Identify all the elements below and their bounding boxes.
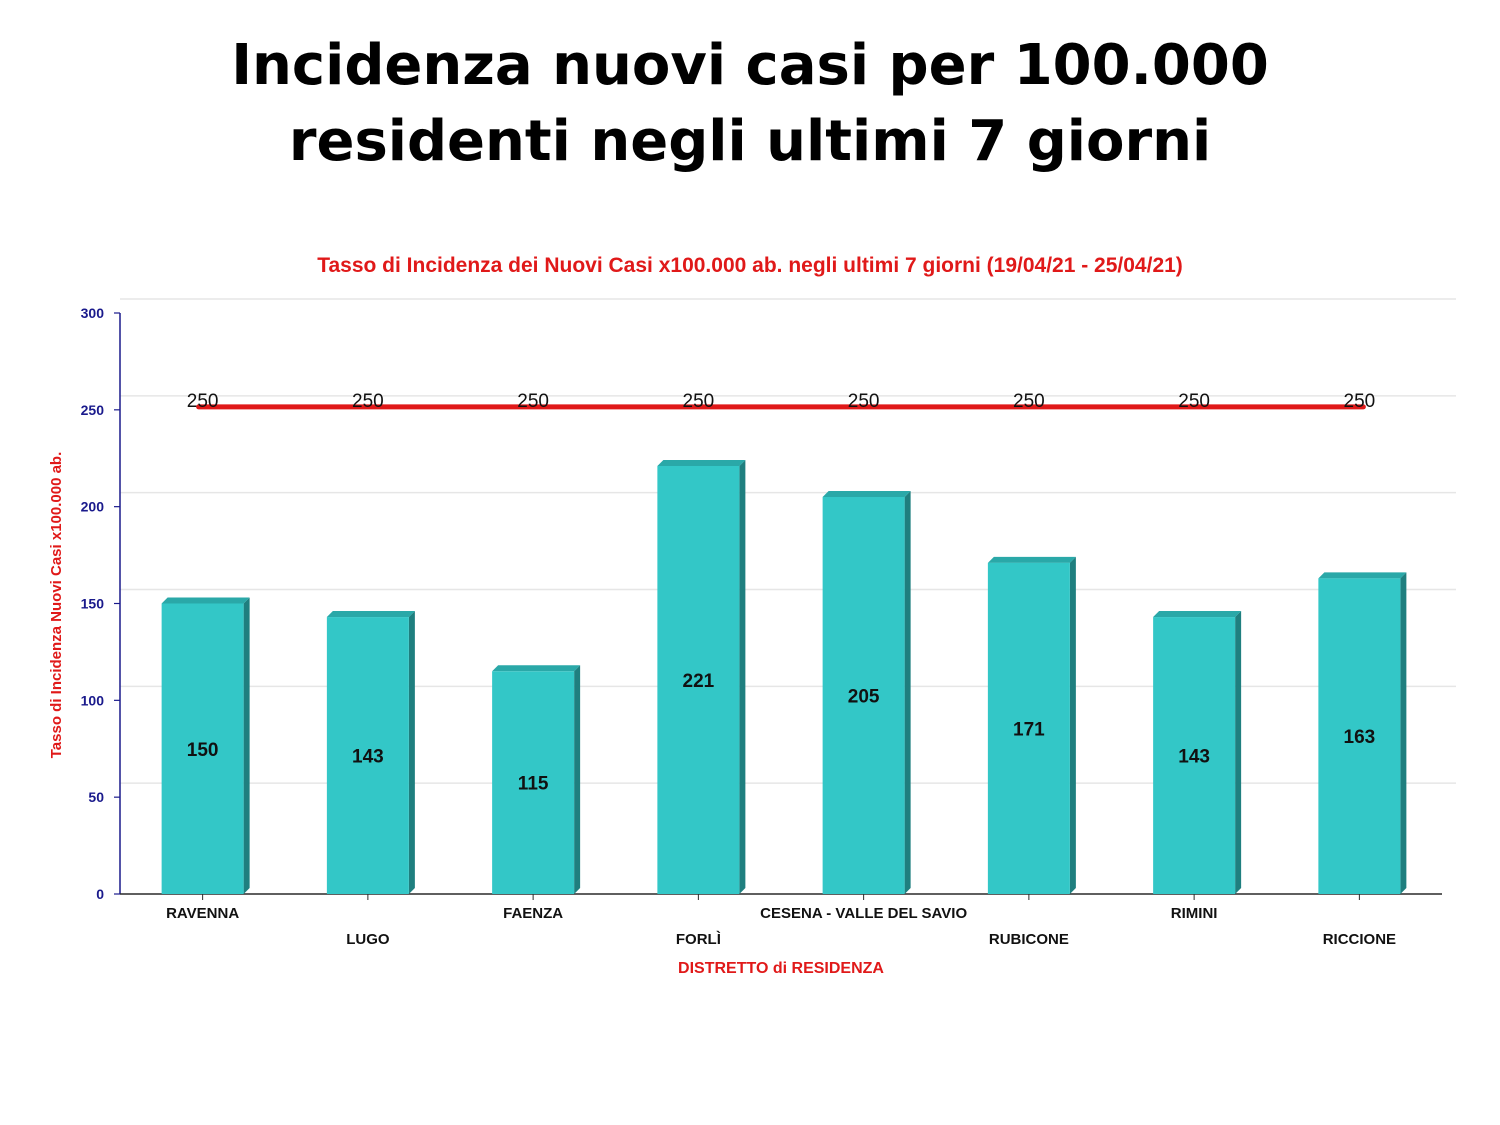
reference-line-label: 250 [352,391,384,412]
bar [326,611,415,894]
y-tick-label: 200 [81,499,105,515]
category-label: RIMINI [1171,905,1218,922]
bar-front [1318,578,1401,894]
bar-top [326,611,415,618]
bar-side [1400,572,1407,894]
reference-line-label: 250 [517,391,549,412]
bar-value-label: 171 [1013,719,1045,740]
bar [987,556,1076,894]
reference-line-label: 250 [1178,391,1210,412]
category-label: FAENZA [503,905,563,922]
bar-value-label: 143 [352,747,384,768]
bar-front [326,617,409,894]
bar-front [822,496,905,894]
bar-side [243,597,250,894]
bar-side [904,490,911,894]
y-tick-label: 50 [88,789,104,805]
bars [161,459,1407,894]
bar-value-label: 163 [1344,727,1376,748]
chart-title: Tasso di Incidenza dei Nuovi Casi x100.0… [317,254,1183,277]
x-axis-title: DISTRETTO di RESIDENZA [678,960,884,977]
labels: 0 50 100 150 200 250 300 150 RAVENNA 143 LUGO 115 FA… [81,305,1396,948]
reference-line-label: 250 [1344,391,1376,412]
bar-top [987,556,1076,563]
bar-value-label: 150 [187,740,219,761]
bar-side [408,611,415,894]
bar-value-label: 143 [1178,747,1210,768]
bar-value-label: 221 [683,671,715,692]
bar [1153,611,1242,894]
bar [161,597,250,894]
bar-front [987,562,1070,894]
bar [657,459,746,894]
y-axis-title: Tasso di Incidenza Nuovi Casi x100.000 a… [48,452,65,759]
slide-title-line-2: residenti negli ultimi 7 giorni [288,109,1212,174]
y-tick-label: 250 [81,402,105,418]
axes [114,312,1442,900]
y-tick-label: 0 [96,886,104,902]
bar-side [1235,611,1242,894]
y-tick-label: 300 [81,305,105,321]
bar [1318,572,1407,894]
reference-line-label: 250 [848,391,880,412]
y-tick-label: 100 [81,692,105,708]
gridlines [120,298,1456,784]
bar-top [492,665,581,672]
bar-side [739,459,746,894]
bar [492,665,581,894]
category-label: CESENA - VALLE DEL SAVIO [760,905,967,922]
bar-front [492,671,575,894]
bar-value-label: 115 [518,774,549,795]
reference-line-label: 250 [187,391,219,412]
category-label: RICCIONE [1323,931,1396,948]
bar-top [161,597,250,604]
bar-top [1318,572,1407,579]
bar [822,490,911,894]
bar-side [574,665,581,894]
bar-top [657,459,746,466]
category-label: RUBICONE [989,931,1069,948]
y-tick-label: 150 [81,596,105,612]
bar-front [161,603,244,894]
bar-value-label: 205 [848,686,880,707]
category-label: FORLÌ [676,931,721,948]
bar-top [822,490,911,497]
bar-front [1153,617,1236,894]
bar-side [1069,556,1076,894]
reference-line-label: 250 [683,391,715,412]
bar-front [657,465,740,894]
category-label: LUGO [346,931,390,948]
bar-top [1153,611,1242,618]
slide-title-line-1: Incidenza nuovi casi per 100.000 [231,33,1269,98]
slide-title: Incidenza nuovi casi per 100.000 residen… [0,28,1500,180]
reference-line-label: 250 [1013,391,1045,412]
category-label: RAVENNA [166,905,239,922]
